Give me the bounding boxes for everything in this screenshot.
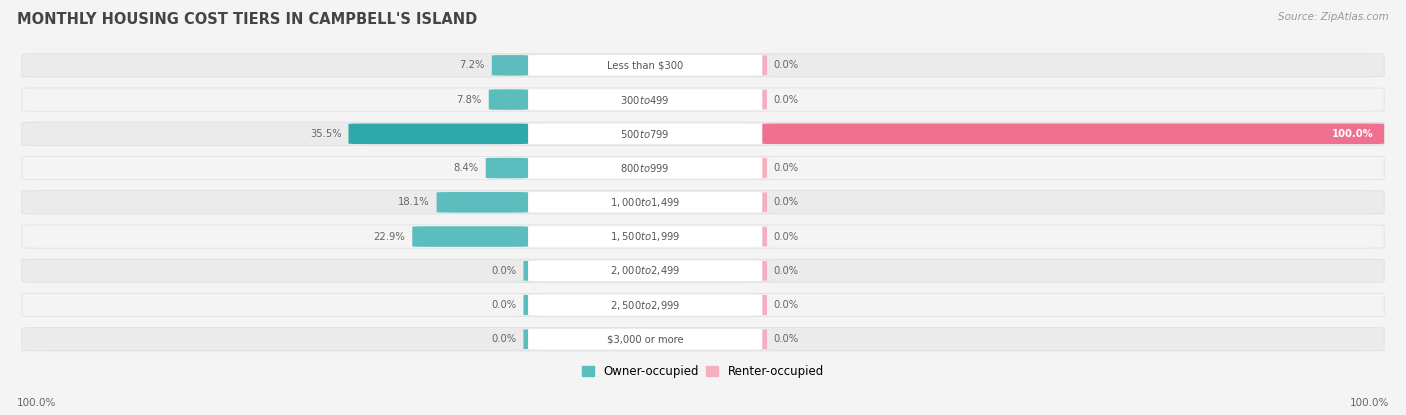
FancyBboxPatch shape	[512, 329, 540, 349]
FancyBboxPatch shape	[751, 329, 779, 349]
Text: $800 to $999: $800 to $999	[620, 162, 669, 174]
Text: $2,500 to $2,999: $2,500 to $2,999	[610, 298, 681, 312]
Text: 0.0%: 0.0%	[492, 334, 516, 344]
Text: 0.0%: 0.0%	[773, 95, 799, 105]
FancyBboxPatch shape	[349, 124, 529, 144]
FancyBboxPatch shape	[22, 156, 1384, 180]
Text: 0.0%: 0.0%	[773, 232, 799, 242]
Text: 100.0%: 100.0%	[1350, 398, 1389, 408]
Text: 0.0%: 0.0%	[773, 300, 799, 310]
FancyBboxPatch shape	[751, 158, 779, 178]
FancyBboxPatch shape	[529, 124, 762, 144]
Text: Source: ZipAtlas.com: Source: ZipAtlas.com	[1278, 12, 1389, 22]
Text: 7.8%: 7.8%	[457, 95, 482, 105]
FancyBboxPatch shape	[762, 124, 1384, 144]
FancyBboxPatch shape	[22, 54, 1384, 77]
Text: Less than $300: Less than $300	[607, 60, 683, 70]
FancyBboxPatch shape	[22, 122, 1384, 145]
FancyBboxPatch shape	[529, 89, 762, 110]
FancyBboxPatch shape	[22, 190, 1384, 214]
FancyBboxPatch shape	[512, 261, 540, 281]
FancyBboxPatch shape	[437, 192, 529, 212]
Text: 35.5%: 35.5%	[309, 129, 342, 139]
Text: $2,000 to $2,499: $2,000 to $2,499	[610, 264, 681, 277]
FancyBboxPatch shape	[529, 261, 762, 281]
FancyBboxPatch shape	[751, 192, 779, 212]
Text: 0.0%: 0.0%	[773, 334, 799, 344]
Text: 18.1%: 18.1%	[398, 197, 430, 208]
FancyBboxPatch shape	[492, 55, 529, 76]
FancyBboxPatch shape	[22, 259, 1384, 283]
FancyBboxPatch shape	[529, 55, 762, 76]
Text: 0.0%: 0.0%	[773, 163, 799, 173]
Text: 0.0%: 0.0%	[773, 60, 799, 70]
Text: 0.0%: 0.0%	[773, 197, 799, 208]
FancyBboxPatch shape	[22, 88, 1384, 111]
Text: MONTHLY HOUSING COST TIERS IN CAMPBELL'S ISLAND: MONTHLY HOUSING COST TIERS IN CAMPBELL'S…	[17, 12, 477, 27]
FancyBboxPatch shape	[412, 226, 529, 247]
Text: $300 to $499: $300 to $499	[620, 93, 669, 105]
FancyBboxPatch shape	[512, 295, 540, 315]
FancyBboxPatch shape	[22, 293, 1384, 317]
FancyBboxPatch shape	[489, 89, 529, 110]
FancyBboxPatch shape	[751, 89, 779, 110]
Legend: Owner-occupied, Renter-occupied: Owner-occupied, Renter-occupied	[582, 365, 824, 378]
Text: $3,000 or more: $3,000 or more	[607, 334, 683, 344]
Text: $1,500 to $1,999: $1,500 to $1,999	[610, 230, 681, 243]
Text: $500 to $799: $500 to $799	[620, 128, 669, 140]
FancyBboxPatch shape	[485, 158, 529, 178]
FancyBboxPatch shape	[751, 295, 779, 315]
Text: 100.0%: 100.0%	[1331, 129, 1374, 139]
FancyBboxPatch shape	[529, 329, 762, 349]
FancyBboxPatch shape	[529, 192, 762, 212]
FancyBboxPatch shape	[751, 261, 779, 281]
FancyBboxPatch shape	[529, 226, 762, 247]
Text: 0.0%: 0.0%	[492, 266, 516, 276]
FancyBboxPatch shape	[22, 327, 1384, 351]
Text: 100.0%: 100.0%	[17, 398, 56, 408]
Text: 0.0%: 0.0%	[492, 300, 516, 310]
Text: 7.2%: 7.2%	[460, 60, 485, 70]
FancyBboxPatch shape	[529, 295, 762, 315]
FancyBboxPatch shape	[22, 225, 1384, 248]
Text: 0.0%: 0.0%	[773, 266, 799, 276]
FancyBboxPatch shape	[751, 55, 779, 76]
Text: 22.9%: 22.9%	[374, 232, 405, 242]
FancyBboxPatch shape	[529, 158, 762, 178]
FancyBboxPatch shape	[751, 226, 779, 247]
Text: 8.4%: 8.4%	[454, 163, 479, 173]
Text: $1,000 to $1,499: $1,000 to $1,499	[610, 196, 681, 209]
